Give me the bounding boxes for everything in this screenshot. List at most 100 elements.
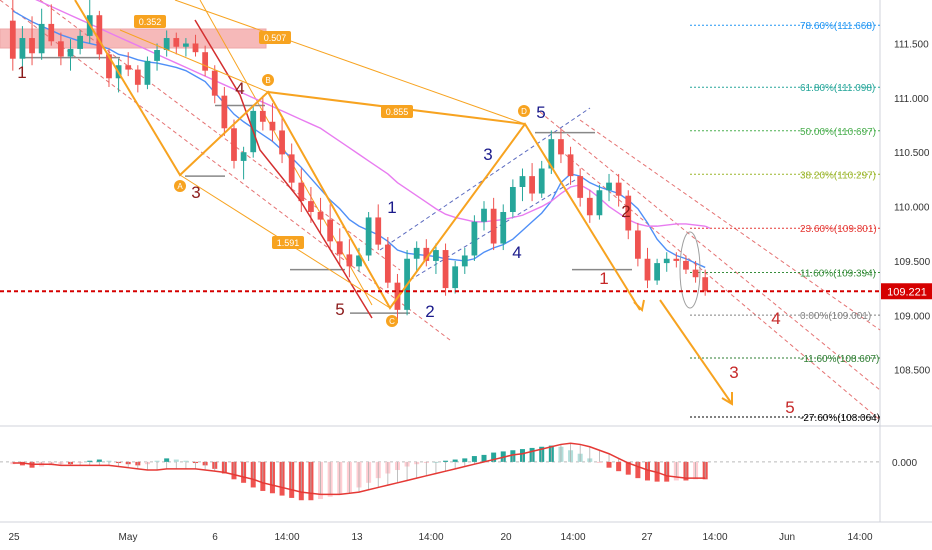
candle-body: [365, 217, 372, 256]
candle-body: [644, 258, 651, 281]
time-axis-tick: 14:00: [418, 532, 443, 543]
oscillator-histogram-bar: [183, 460, 189, 462]
candle-body: [567, 154, 574, 177]
fib-level-label: -11.60%(108.607): [800, 354, 879, 365]
oscillator-histogram-bar: [87, 460, 93, 462]
candle-body: [221, 95, 228, 129]
downtrend-channel-2-mid: [579, 119, 881, 331]
candle-body: [490, 208, 497, 244]
candle-body: [509, 186, 516, 212]
oscillator-histogram-bar: [644, 461, 650, 481]
pattern-guide-line: [174, 0, 526, 125]
candle-body: [259, 110, 266, 122]
oscillator-histogram-bar: [491, 452, 497, 462]
candle-body: [336, 241, 343, 255]
candle-body: [548, 139, 555, 169]
candle-body: [288, 154, 295, 183]
oscillator-histogram-bar: [443, 460, 449, 462]
candle-body: [240, 152, 247, 161]
pattern-point-label: B: [265, 76, 270, 85]
pattern-ratio-box: [259, 31, 291, 44]
candle-body: [577, 176, 584, 198]
wave-label: 1: [387, 198, 396, 217]
candle-body: [106, 54, 112, 79]
pattern-point-label: A: [177, 182, 183, 191]
fib-level-label: -27.60%(108.064): [800, 413, 880, 424]
candle-body: [538, 168, 545, 194]
candle-body: [9, 20, 16, 59]
price-axis-tick: 108.500: [894, 366, 931, 377]
candle-body: [452, 266, 459, 289]
oscillator-histogram-bar: [481, 454, 487, 462]
wave-label: 5: [536, 103, 545, 122]
time-axis-tick: 20: [500, 532, 512, 543]
candle-body: [481, 208, 487, 222]
candle-body: [673, 258, 680, 261]
downtrend-channel-upper: [39, 0, 401, 271]
pattern-ratio-label: 0.352: [139, 17, 162, 27]
pattern-point-marker: [174, 180, 186, 192]
wave-label: 3: [191, 183, 200, 202]
candle-body: [317, 212, 324, 220]
oscillator-histogram-bar: [96, 459, 102, 462]
candle-body: [308, 201, 314, 212]
candle-body: [654, 263, 660, 281]
candle-body: [67, 48, 74, 57]
oscillator-histogram-bar: [154, 460, 160, 462]
candle-body: [356, 255, 362, 267]
candle-body: [134, 69, 141, 85]
candle-body: [77, 35, 84, 49]
oscillator-histogram-bar: [616, 461, 622, 472]
candle-body: [702, 277, 709, 292]
pattern-point-label: D: [521, 107, 527, 116]
fib-level-label: 78.60%(111.668): [800, 21, 875, 32]
wave-label: 1: [599, 269, 608, 288]
wave-label: 3: [483, 145, 492, 164]
oscillator-histogram-bar: [625, 461, 631, 475]
candle-body: [500, 212, 507, 244]
candle-body: [183, 43, 189, 47]
candle-body: [144, 60, 151, 85]
price-axis-tick: 109.500: [894, 257, 931, 268]
oscillator-histogram-bar: [596, 461, 602, 464]
candle-body: [625, 195, 632, 231]
candle-body: [163, 38, 170, 51]
candle-body: [96, 15, 103, 55]
time-axis-tick: 6: [212, 532, 218, 543]
candle-body: [413, 247, 420, 259]
fib-level-label: 38.20%(110.297): [800, 170, 876, 181]
oscillator-signal-line: [12, 442, 706, 496]
price-axis-tick: 109.000: [894, 311, 931, 322]
wave-label: 5: [785, 398, 794, 417]
price-axis-tick: 111.000: [894, 94, 929, 105]
oscillator-axis-label: 0.000: [892, 458, 917, 469]
oscillator-histogram-bar: [173, 459, 179, 462]
candle-body: [442, 250, 449, 289]
candle-body: [19, 38, 26, 59]
candle-body: [38, 23, 45, 54]
oscillator-histogram-bar: [164, 458, 170, 462]
candle-body: [586, 197, 593, 216]
projection-arrow-line: [659, 299, 733, 405]
candle-body: [202, 52, 209, 71]
oscillator-histogram-bar: [471, 456, 477, 462]
wave-label: 2: [621, 202, 630, 221]
candle-body: [606, 182, 612, 191]
pattern-point-marker: [262, 74, 274, 86]
candle-body: [298, 182, 305, 202]
candle-body: [519, 176, 526, 187]
time-axis-tick: May: [119, 532, 138, 543]
moving-average-extension: [704, 225, 711, 229]
fib-level-label: 23.60%(109.801): [800, 224, 877, 235]
candle-body: [346, 254, 353, 267]
candle-body: [269, 121, 276, 131]
current-price-label: 109.221: [887, 286, 927, 298]
pattern-point-label: C: [389, 317, 395, 326]
oscillator-histogram-bar: [106, 460, 112, 462]
highlight-ellipse: [679, 231, 701, 309]
harmonic-pattern-legs: [74, 0, 641, 311]
candle-body: [692, 269, 699, 278]
candle-body: [125, 65, 132, 70]
